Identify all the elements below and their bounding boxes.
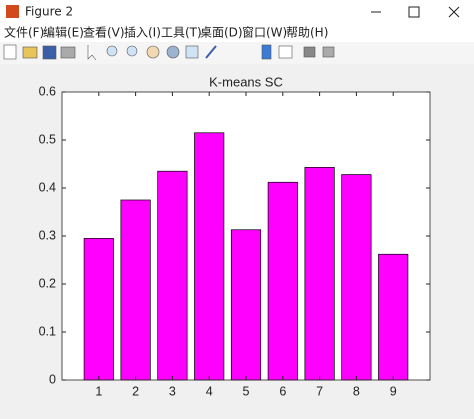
x-tick-label: 9 [390,384,397,398]
zoom-out-icon[interactable] [126,45,138,57]
bar [194,132,225,381]
menu-item[interactable]: 帮助(H) [286,26,328,40]
brush-icon[interactable] [205,45,217,59]
bar [230,229,262,381]
menu-item[interactable]: 桌面(D) [200,26,243,40]
menu-item[interactable]: 窗口(W) [242,26,287,40]
menu-item[interactable]: 工具(T) [161,26,202,40]
menu-bar [0,24,474,42]
close-button[interactable] [448,6,460,18]
print-icon[interactable] [60,46,76,59]
hide-tools-icon[interactable] [303,46,316,58]
menu-item[interactable]: 插入(I) [124,26,161,40]
dock-icon[interactable] [322,46,335,58]
chart-title: K-means SC [209,74,283,89]
pan-icon[interactable] [146,45,160,59]
title-bar [0,0,474,24]
y-tick-label: 0.5 [39,132,56,146]
pointer-icon[interactable] [87,45,97,61]
save-icon[interactable] [42,45,57,60]
x-tick-label: 3 [169,384,176,398]
rotate-icon[interactable] [166,45,180,59]
bar [157,170,188,381]
y-tick-label: 0.4 [39,180,56,194]
zoom-in-icon[interactable] [106,45,118,57]
y-tick-label: 0.1 [39,324,56,338]
menu-item[interactable]: 编辑(E) [43,25,84,40]
bar [120,199,151,381]
y-tick-label: 0 [49,372,56,386]
bar [267,181,298,381]
bar [304,167,335,381]
menu-item[interactable]: 文件(F) [4,25,44,40]
x-tick-label: 2 [132,384,139,398]
axes: K-means SC 0 0.1 0.2 0.3 0.4 0.5 0.6 1 2 3 4 5 6 7 8 9 [39,74,431,398]
toolbar [0,42,474,64]
x-tick-label: 4 [206,384,213,398]
y-tick-label: 0.6 [39,84,56,98]
legend-icon[interactable] [278,45,293,59]
colorbar-icon[interactable] [261,44,272,60]
datatip-icon[interactable] [185,45,199,59]
x-tick-label: 8 [353,384,360,398]
app-icon [6,5,19,18]
bar [378,253,409,381]
new-icon[interactable] [3,44,17,60]
x-tick-label: 7 [316,384,323,398]
y-tick-label: 0.2 [39,276,56,290]
maximize-button[interactable] [408,6,420,18]
x-tick-label: 1 [95,384,102,398]
bar [83,238,114,381]
open-icon[interactable] [22,46,38,59]
bar [341,174,372,381]
toolbar-icons [3,44,335,61]
window-title: Figure 2 [25,5,73,19]
menu-item[interactable]: 查看(V) [83,26,125,40]
y-tick-label: 0.3 [39,228,56,242]
x-tick-label: 5 [243,384,250,398]
x-tick-label: 6 [279,384,286,398]
